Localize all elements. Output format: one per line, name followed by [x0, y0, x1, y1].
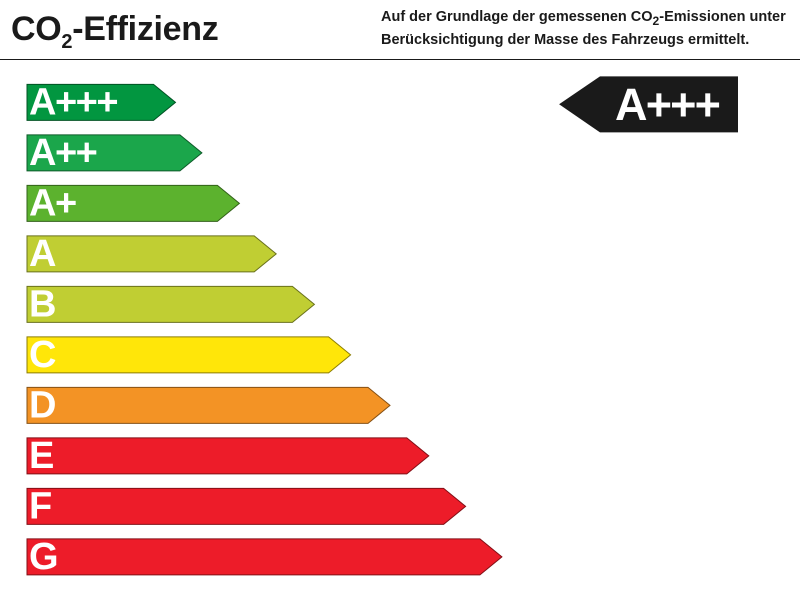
svg-text:A+++: A+++	[29, 82, 117, 124]
svg-text:F: F	[29, 486, 51, 528]
svg-text:A: A	[29, 233, 56, 275]
svg-text:E: E	[29, 435, 53, 477]
svg-text:C: C	[29, 334, 56, 376]
svg-text:G: G	[29, 536, 57, 578]
svg-text:A+: A+	[29, 183, 76, 225]
svg-text:D: D	[29, 385, 55, 427]
svg-text:B: B	[29, 284, 55, 326]
svg-text:A++: A++	[29, 132, 97, 174]
svg-text:A+++: A+++	[615, 79, 720, 130]
